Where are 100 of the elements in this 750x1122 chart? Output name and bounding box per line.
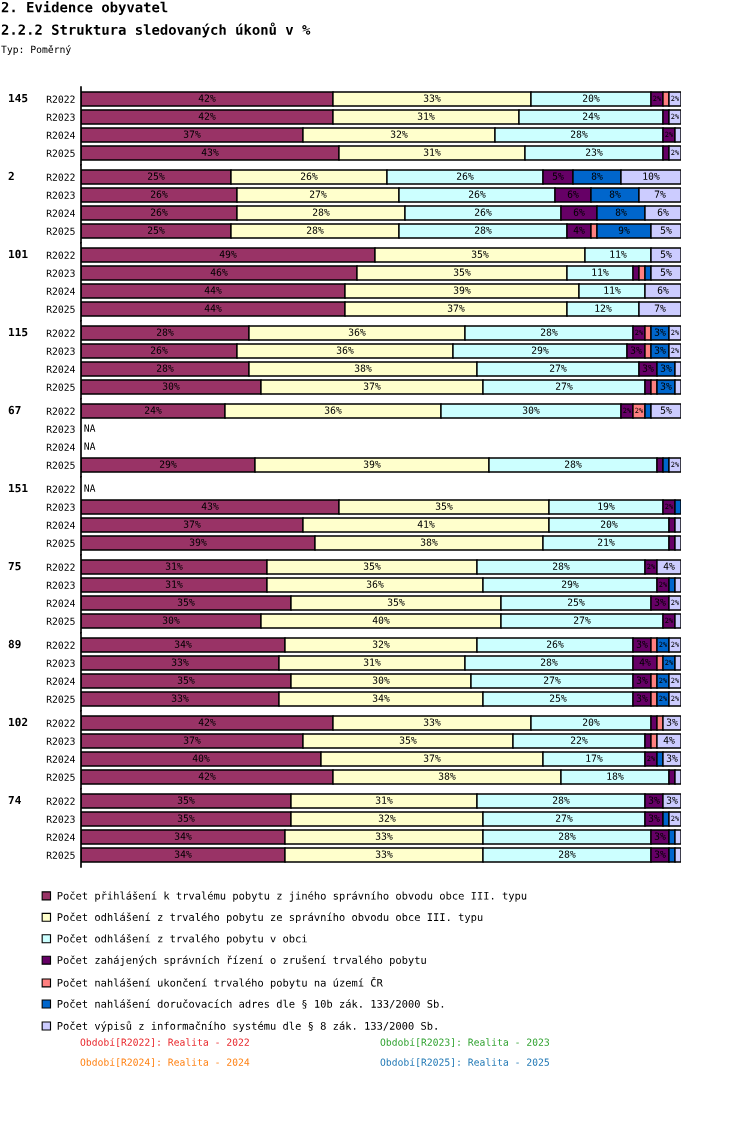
data-label: 25% (567, 598, 585, 606)
data-label: 3% (636, 640, 648, 648)
y-tick-label: R2023 (46, 737, 75, 745)
data-label: 37% (183, 736, 201, 744)
data-label: 43% (201, 148, 219, 156)
data-label: 3% (660, 364, 672, 372)
data-label: 33% (375, 850, 393, 858)
data-label: 27% (309, 190, 327, 198)
y-tick-label: R2023 (46, 581, 75, 589)
y-tick-label: R2022 (46, 251, 75, 259)
data-label: 38% (438, 772, 456, 780)
data-label: 26% (546, 640, 564, 648)
data-label: 31% (375, 796, 393, 804)
data-label: 3% (666, 754, 678, 762)
data-label: 26% (150, 190, 168, 198)
chart-title: 115 (9, 327, 28, 337)
chart-title: 2 (8, 171, 14, 181)
text: Období[R2023]: Realita - 2023 (380, 1037, 550, 1047)
data-label: 39% (453, 286, 471, 294)
data-label: 8% (591, 172, 603, 180)
data-label: 42% (198, 112, 216, 120)
text: 2. Evidence obyvatel (1, 0, 168, 16)
data-label: 28% (540, 658, 558, 666)
chart-title: 67 (8, 405, 21, 415)
data-label: 5% (552, 172, 564, 180)
data-label: 8% (609, 190, 621, 198)
data-label: 32% (390, 130, 408, 138)
legend-label: Počet nahlášení doručovacích adres dle § 10b zák. 133/2000 Sb. (57, 999, 444, 1009)
y-tick-label: R2022 (46, 95, 75, 103)
y-tick-label: R2023 (46, 425, 75, 433)
data-label: 37% (183, 520, 201, 528)
data-label: 26% (150, 208, 168, 216)
data-label: 36% (324, 406, 342, 414)
data-label: 31% (165, 580, 183, 588)
data-label: 36% (366, 580, 384, 588)
data-label: 17% (586, 754, 603, 762)
data-label: 40% (372, 616, 390, 624)
data-label: 39% (363, 460, 381, 468)
chart-title: 102 (9, 717, 28, 727)
data-label: 10% (643, 172, 660, 180)
legend-label: Počet nahlášení ukončení trvalého pobytu na území ČR (57, 976, 383, 989)
data-label: 11% (610, 250, 627, 258)
text: Období[R2024]: Realita - 2024 (80, 1057, 250, 1067)
y-tick-label: R2024 (46, 131, 75, 139)
data-label: 3% (660, 382, 672, 390)
data-label: 28% (306, 226, 324, 234)
data-label: 35% (399, 736, 417, 744)
text: Období[R2022]: Realita - 2022 (80, 1037, 249, 1047)
data-label: 34% (372, 694, 390, 702)
data-label: 37% (363, 382, 381, 390)
text: Typ: Poměrný (1, 45, 71, 55)
y-tick-label: R2023 (46, 113, 75, 121)
legend-label: Počet zahájených správních řízení o zrušení trvalého pobytu (57, 955, 426, 966)
data-label: 19% (598, 502, 615, 510)
data-label: 11% (604, 286, 621, 294)
data-label: 31% (165, 562, 183, 570)
data-label: 3% (654, 832, 666, 840)
data-label: 31% (417, 112, 435, 120)
data-label: 33% (171, 658, 189, 666)
text: Období[R2025]: Realita - 2025 (380, 1057, 549, 1067)
data-label: 26% (468, 190, 486, 198)
data-label: 4% (663, 736, 675, 744)
data-label: 41% (417, 520, 435, 528)
data-label: 35% (387, 598, 405, 606)
data-label: 3% (654, 598, 666, 606)
data-label: 21% (597, 538, 615, 546)
data-label: 26% (300, 172, 318, 180)
data-label: 24% (144, 406, 162, 414)
y-tick-label: R2022 (46, 563, 75, 571)
chart-title: 101 (9, 249, 28, 259)
data-label: 25% (147, 172, 165, 180)
data-label: 7% (654, 190, 666, 198)
data-label: 23% (585, 148, 603, 156)
data-label: 35% (471, 250, 489, 258)
data-label: 28% (558, 850, 576, 858)
annotation: NA (84, 484, 96, 492)
data-label: 37% (447, 304, 465, 312)
data-label: 29% (159, 460, 177, 468)
data-label: 35% (435, 502, 453, 510)
data-label: 34% (174, 850, 192, 858)
data-label: 22% (570, 736, 588, 744)
data-label: 42% (198, 718, 216, 726)
data-label: 37% (183, 130, 201, 138)
data-label: 40% (192, 754, 210, 762)
data-label: 28% (312, 208, 330, 216)
y-tick-label: R2022 (46, 173, 75, 181)
data-label: 28% (570, 130, 588, 138)
data-label: 49% (219, 250, 237, 258)
data-label: 35% (363, 562, 381, 570)
y-tick-label: R2024 (46, 677, 75, 685)
y-tick-label: R2022 (46, 797, 75, 805)
legend-label: Počet přihlášení k trvalému pobytu z jiného správního obvodu obce III. typu (57, 891, 527, 902)
data-label: 3% (636, 694, 648, 702)
y-tick-label: R2022 (46, 329, 75, 337)
data-label: 27% (549, 364, 567, 372)
data-label: 3% (666, 718, 678, 726)
y-tick-label: R2023 (46, 815, 75, 823)
y-tick-label: R2022 (46, 485, 75, 493)
y-tick-label: R2025 (46, 539, 75, 547)
data-label: 42% (198, 772, 216, 780)
